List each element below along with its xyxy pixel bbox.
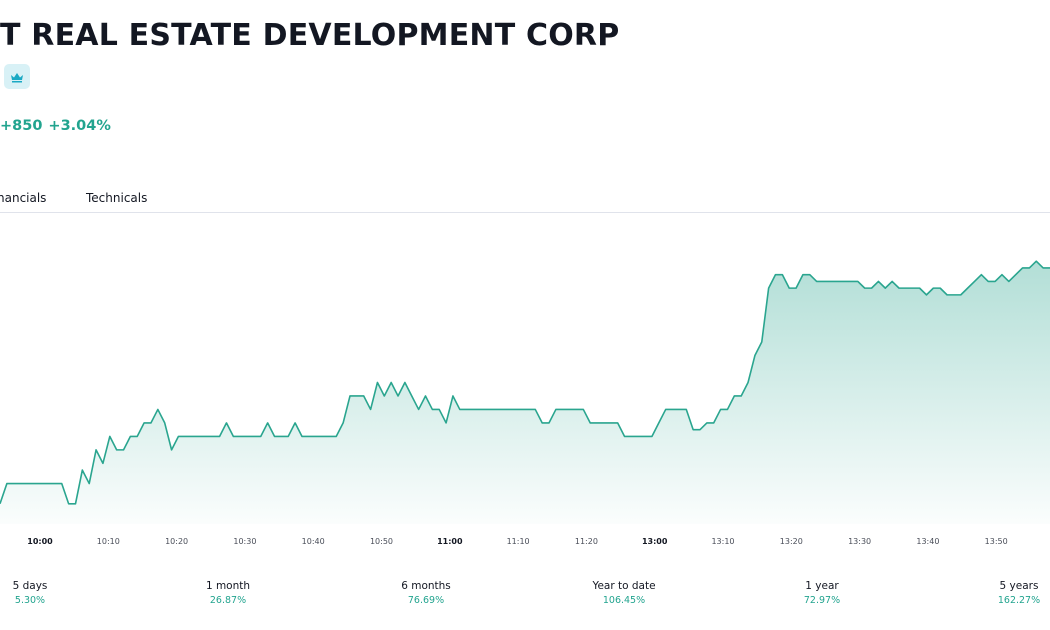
- perf-label: 5 days: [12, 580, 48, 592]
- page-title: T REAL ESTATE DEVELOPMENT CORP: [0, 18, 620, 53]
- tab-divider: [0, 212, 1050, 213]
- perf-label: 1 month: [205, 580, 251, 592]
- change-percent: +3.04%: [48, 118, 111, 134]
- perf-label: 6 months: [401, 580, 451, 592]
- perf-value: 5.30%: [14, 595, 46, 606]
- perf-5-years[interactable]: 5 years 162.27%: [988, 580, 1050, 606]
- perf-1-year[interactable]: 1 year 72.97%: [782, 580, 862, 606]
- crown-badge[interactable]: [4, 64, 30, 89]
- price-chart[interactable]: 10:00 10:10 10:20 10:30 10:40 10:50 11:00 11:10…: [0, 214, 1050, 554]
- x-tick-label: 10:00: [27, 537, 53, 546]
- perf-value: 162.27%: [997, 595, 1041, 606]
- perf-value: 72.97%: [803, 595, 841, 606]
- tab-technicals[interactable]: Technicals: [86, 191, 148, 205]
- x-tick-label: 13:30: [848, 537, 871, 546]
- perf-label: Year to date: [592, 580, 656, 592]
- tab-financials[interactable]: nancials: [0, 191, 47, 205]
- perf-5-days[interactable]: 5 days 5.30%: [0, 580, 60, 606]
- x-tick-label: 13:10: [711, 537, 734, 546]
- perf-label: 5 years: [999, 580, 1039, 592]
- perf-value: 76.69%: [407, 595, 445, 606]
- x-tick-label: 11:20: [575, 537, 598, 546]
- x-tick-label: 13:50: [985, 537, 1008, 546]
- price-area-fill: [0, 261, 1050, 524]
- x-tick-label: 13:20: [780, 537, 803, 546]
- perf-value: 106.45%: [602, 595, 646, 606]
- price-change: +850 +3.04%: [0, 118, 117, 134]
- perf-value: 26.87%: [209, 595, 247, 606]
- x-tick-label: 10:40: [302, 537, 325, 546]
- x-tick-label: 11:00: [437, 537, 463, 546]
- perf-1-month[interactable]: 1 month 26.87%: [188, 580, 268, 606]
- perf-year-to-date[interactable]: Year to date 106.45%: [574, 580, 674, 606]
- x-tick-label: 13:40: [916, 537, 939, 546]
- price-line: [0, 260, 1050, 505]
- x-tick-label: 10:50: [370, 537, 393, 546]
- crown-icon: [11, 72, 23, 82]
- x-tick-label: 10:20: [165, 537, 188, 546]
- change-absolute: +850: [0, 118, 43, 134]
- perf-6-months[interactable]: 6 months 76.69%: [381, 580, 471, 606]
- x-tick-label: 10:30: [233, 537, 256, 546]
- x-tick-label: 11:10: [507, 537, 530, 546]
- x-tick-label: 13:00: [642, 537, 668, 546]
- performance-bar: 5 days 5.30% 1 month 26.87% 6 months 76.…: [0, 580, 1050, 620]
- x-tick-label: 10:10: [97, 537, 120, 546]
- perf-label: 1 year: [805, 580, 839, 592]
